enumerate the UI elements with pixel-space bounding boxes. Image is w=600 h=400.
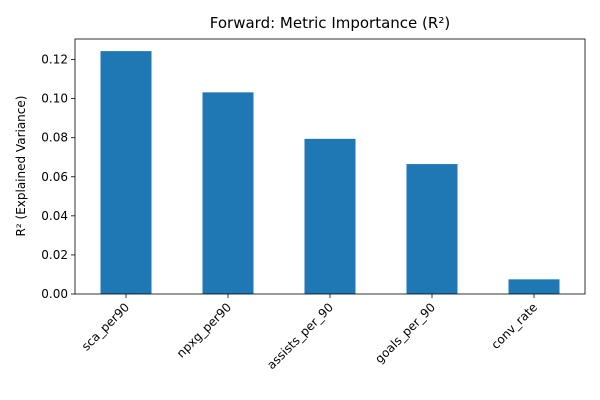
y-tick-label: 0.06 bbox=[41, 170, 68, 184]
y-axis-label: R² (Explained Variance) bbox=[14, 96, 28, 237]
y-tick-label: 0.00 bbox=[41, 287, 68, 301]
y-axis-ticks: 0.00 0.02 0.04 0.06 0.08 0.10 0.12 bbox=[41, 53, 75, 301]
bar-conv_rate bbox=[508, 279, 560, 294]
y-tick-label: 0.04 bbox=[41, 209, 68, 223]
y-tick-label: 0.10 bbox=[41, 92, 68, 106]
bar-assists_per_90 bbox=[304, 138, 356, 294]
bar-goals_per_90 bbox=[406, 164, 458, 294]
plot-area-frame bbox=[74, 38, 586, 295]
y-tick-label: 0.02 bbox=[41, 248, 68, 262]
bar-sca_per90 bbox=[100, 51, 152, 294]
chart-title: Forward: Metric Importance (R²) bbox=[210, 14, 450, 32]
y-tick-label: 0.12 bbox=[41, 53, 68, 67]
y-tick-label: 0.08 bbox=[41, 131, 68, 145]
bars bbox=[100, 51, 560, 295]
bar-npxg_per90 bbox=[202, 92, 254, 295]
